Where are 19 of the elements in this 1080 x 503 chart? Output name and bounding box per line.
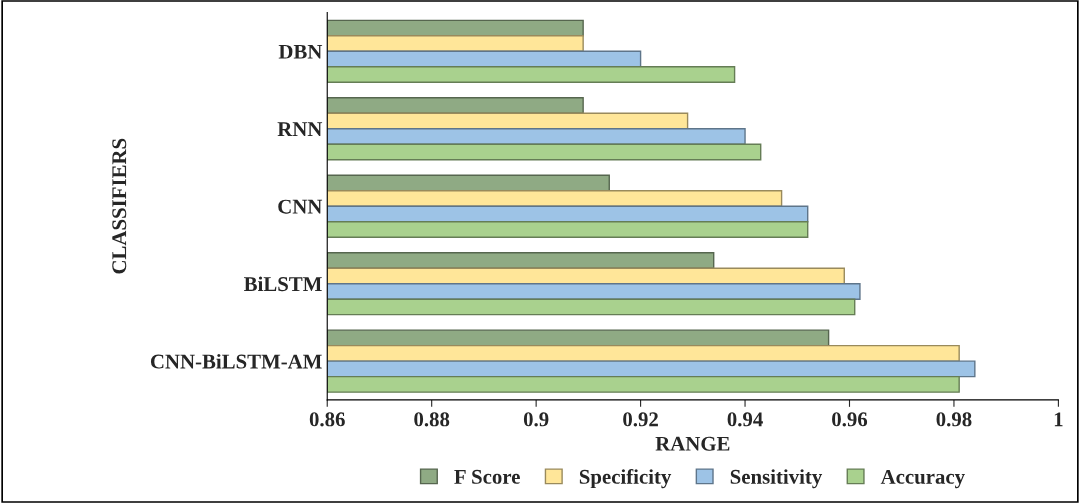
x-tick-label: 0.96 bbox=[832, 412, 868, 427]
x-tick-label: 0.88 bbox=[414, 412, 450, 427]
legend-label: Accuracy bbox=[880, 469, 965, 489]
y-axis-title: CLASSIFIERS bbox=[112, 138, 127, 274]
x-tick-label: 0.86 bbox=[309, 412, 345, 427]
y-tick-label: DBN bbox=[278, 44, 323, 59]
y-tick-label: CNN-BiLSTM-AM bbox=[150, 353, 322, 369]
legend-label: Specificity bbox=[579, 468, 672, 489]
y-tick-label: BiLSTM bbox=[244, 276, 322, 292]
y-tick-label: CNN bbox=[278, 199, 323, 214]
x-axis-title: RANGE bbox=[655, 436, 730, 451]
x-tick-label: 0.98 bbox=[936, 412, 972, 427]
x-tick-label: 0.92 bbox=[623, 412, 658, 427]
x-tick-label: 0.9 bbox=[523, 412, 549, 427]
y-tick-label: RNN bbox=[277, 122, 323, 136]
legend-label: F Score bbox=[454, 469, 520, 484]
legend-label: Sensitivity bbox=[730, 469, 823, 489]
x-tick-label: 1 bbox=[1054, 412, 1063, 427]
x-tick-label: 0.94 bbox=[727, 412, 763, 427]
